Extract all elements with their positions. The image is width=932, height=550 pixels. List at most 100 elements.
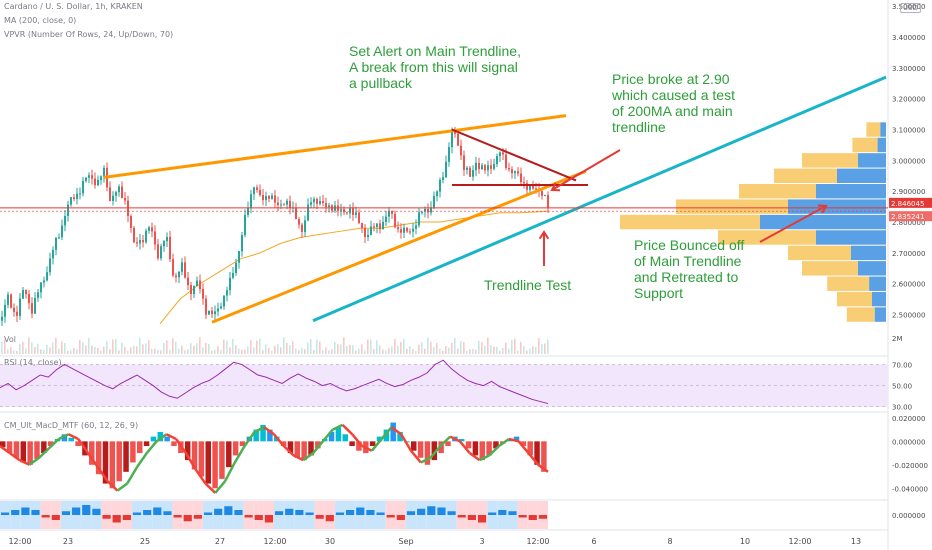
volume-bar [484, 345, 486, 354]
volume-bar [178, 348, 180, 354]
volume-bar [199, 337, 201, 354]
currency-button[interactable]: USD [900, 3, 921, 13]
candle-body [400, 229, 402, 233]
macd-tick-label: 0.020000 [892, 415, 925, 423]
macd-line-segment [28, 456, 40, 466]
volume-bar [436, 342, 438, 354]
macd-line-segment [293, 454, 304, 462]
arrow-price-bounced [759, 205, 827, 243]
volume-bar [31, 342, 33, 354]
macd-line-segment [263, 426, 275, 436]
rsi-tick-label: 30.00 [892, 404, 912, 412]
macd-histogram-bar [198, 441, 205, 477]
volume-bar [226, 340, 228, 354]
macd-line-segment [429, 445, 442, 459]
candle-body [469, 167, 471, 177]
candle-body [511, 169, 513, 174]
volume-bar [439, 348, 441, 354]
lower-histogram-bar [427, 506, 436, 515]
candle-body [175, 275, 177, 278]
lower-histogram-bar [193, 515, 202, 519]
volume-bar [493, 346, 495, 354]
candle-body [4, 304, 6, 317]
y-tick-label: 3.500000 [892, 3, 925, 11]
candle-body [172, 259, 174, 276]
candle-body [352, 208, 354, 215]
volume-bar [223, 339, 225, 354]
volume-bar [304, 349, 306, 354]
candle-body [70, 197, 72, 205]
macd-histogram-bar [75, 441, 81, 447]
candle-body [64, 216, 66, 226]
volume-bar [475, 349, 477, 354]
volume-bar [433, 346, 435, 354]
cyan-main-trendline [312, 75, 887, 323]
candle-body [436, 191, 438, 196]
x-tick-label: 10 [740, 537, 750, 546]
candle-body [442, 177, 444, 180]
candle-body [349, 208, 351, 214]
macd-histogram-bar [465, 441, 472, 449]
macd-histogram-bar [212, 441, 218, 489]
x-tick-label: Sep [398, 537, 413, 546]
volume-bar [103, 346, 105, 354]
macd-line-segment [302, 452, 314, 462]
candle-body [385, 216, 387, 222]
macd-histogram-bar [41, 441, 47, 454]
macd-histogram-bar [68, 437, 74, 442]
volume-profile-up-bar [676, 199, 788, 214]
ma-indicator-label: MA (200, close, 0) [4, 16, 77, 25]
candle-body [7, 294, 9, 305]
candle-body [130, 216, 132, 228]
lower-histogram-bar [214, 508, 223, 515]
candle-body [31, 303, 33, 314]
macd-histogram-bar [369, 441, 376, 447]
candle-body [340, 209, 342, 211]
candle-body [181, 262, 183, 272]
y-tick-label: 3.200000 [892, 96, 925, 104]
macd-line-segment [214, 480, 227, 494]
lower-histogram-bar [234, 510, 243, 515]
lower-histogram-bar [122, 515, 131, 520]
lower-histogram-bar [406, 511, 416, 515]
lower-histogram-bar [417, 508, 426, 515]
volume-bar [241, 349, 243, 354]
volume-bar [364, 350, 366, 354]
volume-bar [400, 341, 402, 354]
volume-bar [469, 349, 471, 354]
volume-bar [25, 348, 27, 354]
candle-body [481, 165, 483, 170]
lower-histogram-bar [173, 515, 182, 518]
macd-line-segment [253, 426, 265, 434]
candle-body [178, 271, 180, 278]
macd-histogram-bar [226, 441, 232, 468]
volume-bar [130, 347, 132, 354]
candle-body [418, 212, 420, 226]
y-tick-label: 3.000000 [892, 157, 925, 165]
volume-bar [289, 345, 291, 354]
volume-profile-up-bar [827, 276, 870, 291]
macd-histogram-bar [397, 431, 403, 442]
candle-body [142, 240, 144, 243]
rsi-title: RSI (14, close) [4, 358, 62, 367]
volume-bar [352, 345, 354, 354]
volume-bar [85, 345, 87, 354]
macd-histogram-bar [458, 438, 465, 442]
macd-histogram-bar [171, 441, 177, 447]
macd-line-segment [332, 423, 344, 431]
candle-body [169, 236, 171, 260]
lower-histogram-bar [132, 512, 142, 515]
candle-body [499, 152, 501, 157]
candle-body [406, 227, 408, 232]
volume-bar [544, 343, 546, 354]
macd-histogram-bar [417, 441, 424, 458]
volume-bar [316, 339, 318, 354]
volume-profile-down-bar [880, 122, 886, 137]
candle-body [496, 156, 498, 165]
candle-body [10, 294, 12, 308]
arrow-price-broke-head [550, 182, 561, 192]
macd-line-segment [488, 445, 500, 457]
candle-body [412, 228, 414, 232]
volume-bar [250, 340, 252, 354]
